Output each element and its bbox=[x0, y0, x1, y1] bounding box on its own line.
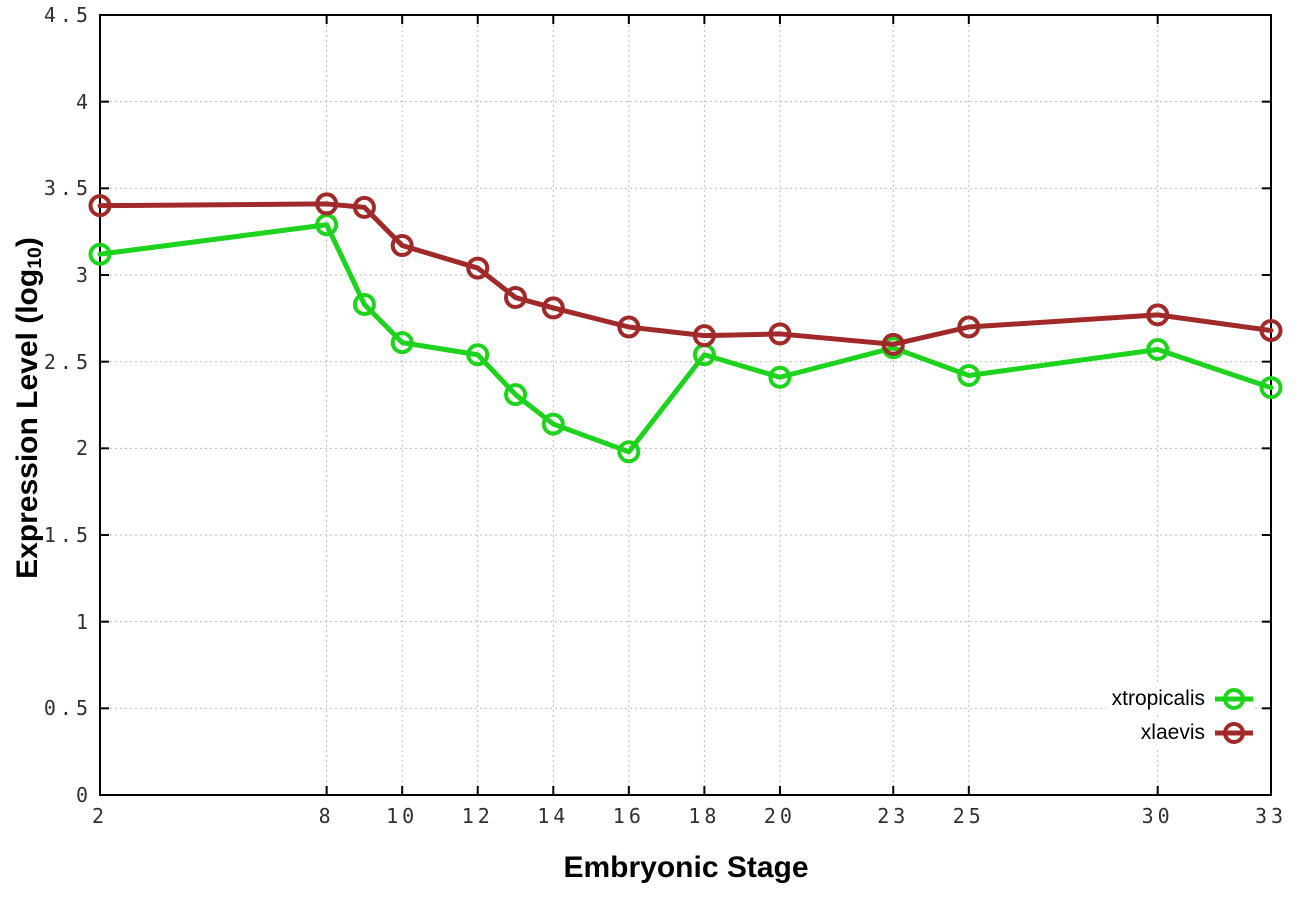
y-axis-title-subscript: 10 bbox=[24, 247, 47, 269]
series-line-xtropicalis bbox=[97, 222, 1274, 455]
y-axis-title-suffix: ) bbox=[11, 237, 44, 248]
data-point-xtropicalis bbox=[504, 383, 528, 407]
data-point-xtropicalis bbox=[390, 331, 414, 355]
data-point-xtropicalis bbox=[88, 242, 112, 266]
data-point-xtropicalis bbox=[541, 412, 565, 436]
data-point-xlaevis bbox=[466, 256, 490, 280]
series-line-xlaevis bbox=[97, 201, 1274, 347]
data-point-xtropicalis bbox=[1259, 376, 1283, 400]
legend-line-sample-icon bbox=[1215, 722, 1253, 744]
legend-label-xlaevis: xlaevis bbox=[1140, 721, 1205, 744]
legend-item-xtropicalis: xtropicalis bbox=[1105, 683, 1254, 715]
y-axis-title: Expression Level (log10) bbox=[11, 237, 47, 579]
data-point-xlaevis bbox=[692, 324, 716, 348]
y-axis-title-text: Expression Level (log bbox=[11, 268, 44, 579]
data-point-xlaevis bbox=[881, 332, 905, 356]
legend-item-xlaevis: xlaevis bbox=[1134, 717, 1254, 749]
data-point-xlaevis bbox=[957, 315, 981, 339]
data-point-xtropicalis bbox=[352, 292, 376, 316]
data-point-xlaevis bbox=[617, 315, 641, 339]
data-point-xtropicalis bbox=[617, 440, 641, 464]
data-point-xlaevis bbox=[390, 234, 414, 258]
data-point-xlaevis bbox=[315, 192, 339, 216]
data-point-xlaevis bbox=[504, 286, 528, 310]
data-point-xlaevis bbox=[541, 296, 565, 320]
data-point-xlaevis bbox=[768, 322, 792, 346]
data-point-xlaevis bbox=[88, 194, 112, 218]
data-point-xtropicalis bbox=[957, 364, 981, 388]
data-point-xlaevis bbox=[352, 195, 376, 219]
data-point-xtropicalis bbox=[768, 365, 792, 389]
legend: xtropicalis xlaevis bbox=[1105, 683, 1254, 749]
plot-border bbox=[99, 14, 1272, 796]
x-axis-title: Embryonic Stage bbox=[563, 851, 809, 884]
data-point-xlaevis bbox=[1146, 303, 1170, 327]
legend-label-xtropicalis: xtropicalis bbox=[1111, 687, 1205, 710]
legend-line-sample-icon bbox=[1215, 688, 1253, 710]
data-point-xlaevis bbox=[1259, 318, 1283, 342]
data-point-xtropicalis bbox=[1146, 338, 1170, 362]
data-point-xtropicalis bbox=[466, 343, 490, 367]
